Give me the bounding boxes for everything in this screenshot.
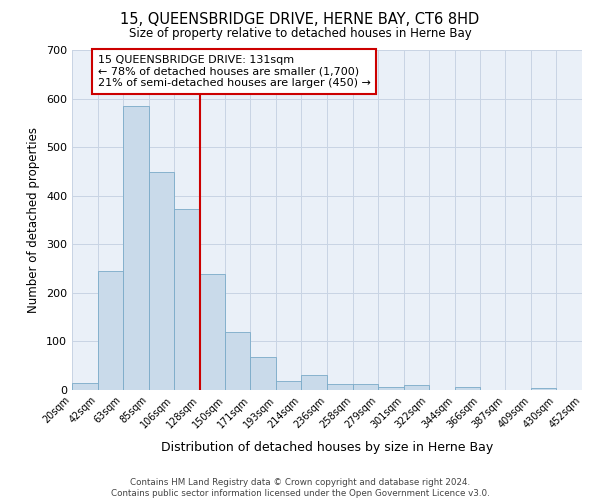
Text: 15 QUEENSBRIDGE DRIVE: 131sqm
← 78% of detached houses are smaller (1,700)
21% o: 15 QUEENSBRIDGE DRIVE: 131sqm ← 78% of d…	[98, 55, 371, 88]
Bar	[149, 172, 173, 390]
Bar	[301, 376, 327, 390]
Bar	[123, 106, 149, 390]
Bar	[173, 209, 199, 390]
Bar	[250, 358, 276, 390]
Text: Contains HM Land Registry data © Crown copyright and database right 2024.
Contai: Contains HM Land Registry data © Crown c…	[110, 478, 490, 498]
Bar	[455, 386, 481, 390]
Bar	[276, 382, 301, 390]
Bar	[404, 385, 428, 390]
X-axis label: Distribution of detached houses by size in Herne Bay: Distribution of detached houses by size …	[161, 441, 493, 454]
Bar	[199, 274, 226, 390]
Bar	[98, 271, 123, 390]
Bar	[378, 386, 404, 390]
Bar	[72, 382, 98, 390]
Bar	[353, 384, 378, 390]
Bar	[531, 388, 556, 390]
Text: 15, QUEENSBRIDGE DRIVE, HERNE BAY, CT6 8HD: 15, QUEENSBRIDGE DRIVE, HERNE BAY, CT6 8…	[121, 12, 479, 28]
Bar	[327, 384, 353, 390]
Y-axis label: Number of detached properties: Number of detached properties	[28, 127, 40, 313]
Text: Size of property relative to detached houses in Herne Bay: Size of property relative to detached ho…	[128, 28, 472, 40]
Bar	[226, 332, 250, 390]
